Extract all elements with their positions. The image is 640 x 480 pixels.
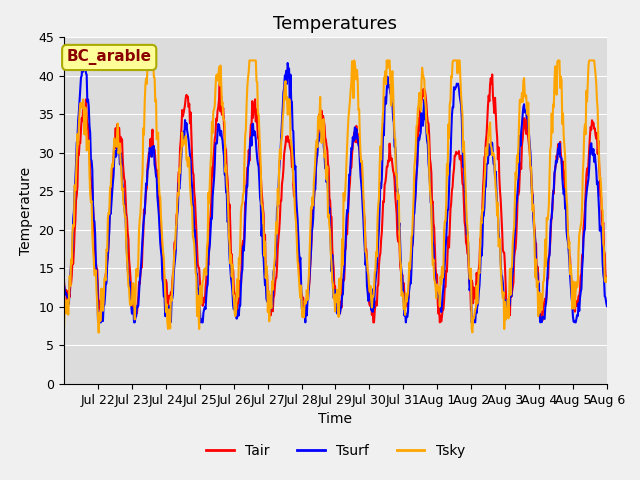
Y-axis label: Temperature: Temperature [19, 167, 33, 255]
Text: BC_arable: BC_arable [67, 49, 152, 65]
Legend: Tair, Tsurf, Tsky: Tair, Tsurf, Tsky [200, 439, 470, 464]
X-axis label: Time: Time [319, 412, 353, 426]
Title: Temperatures: Temperatures [273, 15, 397, 33]
